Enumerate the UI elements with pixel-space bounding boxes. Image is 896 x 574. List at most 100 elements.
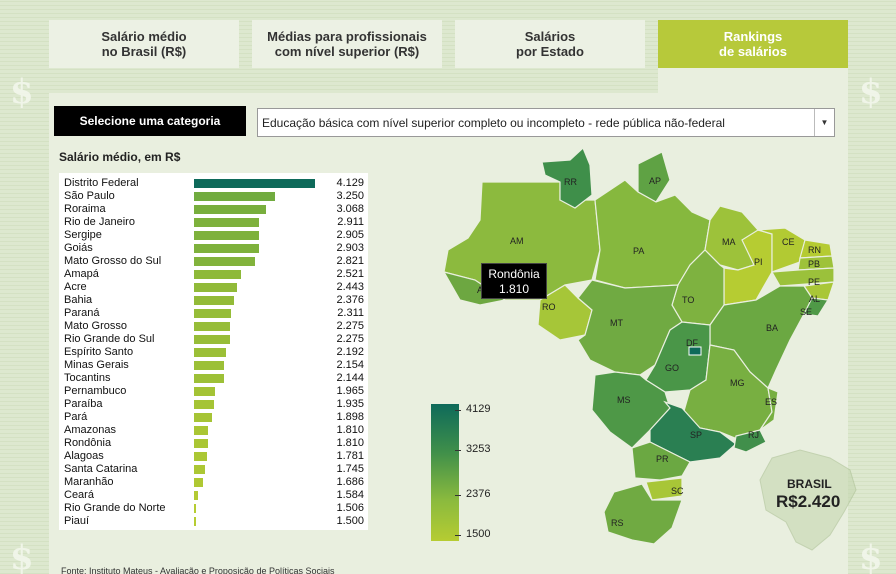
ranking-row[interactable]: Pará 1.898 bbox=[59, 410, 368, 423]
state-label-go: GO bbox=[665, 363, 679, 373]
state-rj[interactable] bbox=[733, 429, 767, 453]
tooltip-value: 1.810 bbox=[498, 282, 530, 296]
ranking-state-name: Espírito Santo bbox=[64, 346, 134, 358]
ranking-row[interactable]: Minas Gerais 2.154 bbox=[59, 358, 368, 371]
state-sp[interactable] bbox=[649, 400, 737, 463]
brasil-label: BRASIL bbox=[787, 477, 832, 491]
ranking-row[interactable]: Sergipe 2.905 bbox=[59, 228, 368, 241]
ranking-row[interactable]: Maranhão 1.686 bbox=[59, 475, 368, 488]
state-pr[interactable] bbox=[631, 441, 691, 481]
ranking-bar bbox=[194, 374, 224, 383]
ranking-row[interactable]: Santa Catarina 1.745 bbox=[59, 462, 368, 475]
ranking-value: 2.521 bbox=[336, 268, 364, 280]
ranking-value: 1.500 bbox=[336, 515, 364, 527]
tab-rankings[interactable]: Rankings de salários bbox=[658, 20, 848, 68]
ranking-value: 2.275 bbox=[336, 320, 364, 332]
category-label: Selecione uma categoria bbox=[54, 106, 246, 136]
state-label-pi: PI bbox=[754, 257, 763, 267]
ranking-bar bbox=[194, 504, 196, 513]
ranking-value: 1.810 bbox=[336, 424, 364, 436]
ranking-value: 3.068 bbox=[336, 203, 364, 215]
left-decoration: $ $ bbox=[0, 60, 50, 574]
state-pe[interactable] bbox=[771, 267, 835, 287]
active-tab-connector bbox=[658, 68, 848, 93]
ranking-row[interactable]: Alagoas 1.781 bbox=[59, 449, 368, 462]
state-sc[interactable] bbox=[645, 477, 683, 501]
ranking-row[interactable]: Pernambuco 1.965 bbox=[59, 384, 368, 397]
scale-tick-mark bbox=[455, 535, 461, 536]
ranking-row[interactable]: Acre 2.443 bbox=[59, 280, 368, 293]
tab-bar: Salário médio no Brasil (R$) Médias para… bbox=[49, 20, 849, 68]
dollar-icon: $ bbox=[859, 538, 883, 574]
ranking-state-name: Pará bbox=[64, 411, 88, 423]
scale-tick-mark bbox=[455, 410, 461, 411]
ranking-list: Distrito Federal 4.129 São Paulo 3.250 Rorai… bbox=[59, 173, 368, 530]
ranking-state-name: Rondônia bbox=[64, 437, 112, 449]
ranking-value: 1.965 bbox=[336, 385, 364, 397]
scale-label-min: 1500 bbox=[466, 528, 491, 540]
ranking-value: 1.506 bbox=[336, 502, 364, 514]
ranking-row[interactable]: Roraima 3.068 bbox=[59, 202, 368, 215]
ranking-row[interactable]: Mato Grosso 2.275 bbox=[59, 319, 368, 332]
ranking-row[interactable]: Rondônia 1.810 bbox=[59, 436, 368, 449]
ranking-value: 4.129 bbox=[336, 177, 364, 189]
category-select[interactable]: Educação básica com nível superior compl… bbox=[257, 108, 835, 137]
state-label-am: AM bbox=[510, 236, 524, 246]
ranking-state-name: Rio Grande do Sul bbox=[64, 333, 155, 345]
ranking-state-name: Roraima bbox=[64, 203, 106, 215]
ranking-row[interactable]: São Paulo 3.250 bbox=[59, 189, 368, 202]
ranking-bar bbox=[194, 296, 235, 305]
ranking-row[interactable]: Rio Grande do Norte 1.506 bbox=[59, 501, 368, 514]
tab-medias-nivel-superior[interactable]: Médias para profissionais com nível supe… bbox=[252, 20, 442, 68]
ranking-row[interactable]: Bahia 2.376 bbox=[59, 293, 368, 306]
state-label-sp: SP bbox=[690, 430, 702, 440]
ranking-row[interactable]: Ceará 1.584 bbox=[59, 488, 368, 501]
ranking-value: 1.745 bbox=[336, 463, 364, 475]
state-label-es: ES bbox=[765, 397, 777, 407]
state-es[interactable] bbox=[759, 387, 779, 431]
state-label-pb: PB bbox=[808, 259, 820, 269]
ranking-row[interactable]: Tocantins 2.144 bbox=[59, 371, 368, 384]
ranking-state-name: Amazonas bbox=[64, 424, 116, 436]
ranking-bar bbox=[194, 231, 259, 240]
ranking-row[interactable]: Espírito Santo 2.192 bbox=[59, 345, 368, 358]
ranking-row[interactable]: Paraíba 1.935 bbox=[59, 397, 368, 410]
tab-label: Rankings de salários bbox=[719, 29, 787, 59]
ranking-bar bbox=[194, 322, 230, 331]
scale-label: 2376 bbox=[466, 488, 491, 500]
ranking-state-name: Alagoas bbox=[64, 450, 104, 462]
ranking-value: 1.810 bbox=[336, 437, 364, 449]
state-rr[interactable] bbox=[541, 146, 593, 209]
tooltip-state: Rondônia bbox=[488, 267, 540, 281]
ranking-bar bbox=[194, 400, 215, 409]
ranking-row[interactable]: Distrito Federal 4.129 bbox=[59, 176, 368, 189]
ranking-row[interactable]: Mato Grosso do Sul 2.821 bbox=[59, 254, 368, 267]
ranking-row[interactable]: Amazonas 1.810 bbox=[59, 423, 368, 436]
ranking-value: 2.192 bbox=[336, 346, 364, 358]
state-label-al: AL bbox=[809, 294, 820, 304]
tab-label: Salário médio no Brasil (R$) bbox=[101, 29, 187, 59]
state-df[interactable] bbox=[688, 346, 702, 356]
state-rs[interactable] bbox=[603, 483, 683, 545]
category-selected-value: Educação básica com nível superior compl… bbox=[262, 115, 725, 130]
ranking-state-name: Maranhão bbox=[64, 476, 114, 488]
ranking-row[interactable]: Piauí 1.500 bbox=[59, 514, 368, 527]
state-label-mt: MT bbox=[610, 318, 623, 328]
state-label-mg: MG bbox=[730, 378, 745, 388]
ranking-row[interactable]: Paraná 2.311 bbox=[59, 306, 368, 319]
ranking-row[interactable]: Rio de Janeiro 2.911 bbox=[59, 215, 368, 228]
ranking-row[interactable]: Goiás 2.903 bbox=[59, 241, 368, 254]
ranking-row[interactable]: Rio Grande do Sul 2.275 bbox=[59, 332, 368, 345]
ranking-bar bbox=[194, 335, 230, 344]
chevron-down-icon[interactable]: ▼ bbox=[814, 109, 834, 136]
tab-salario-medio[interactable]: Salário médio no Brasil (R$) bbox=[49, 20, 239, 68]
state-label-se: SE bbox=[800, 307, 812, 317]
dollar-icon: $ bbox=[10, 538, 34, 574]
state-ap[interactable] bbox=[637, 151, 671, 203]
ranking-state-name: Pernambuco bbox=[64, 385, 127, 397]
ranking-bar bbox=[194, 361, 225, 370]
ranking-row[interactable]: Amapá 2.521 bbox=[59, 267, 368, 280]
ranking-state-name: São Paulo bbox=[64, 190, 115, 202]
tab-salarios-estado[interactable]: Salários por Estado bbox=[455, 20, 645, 68]
ranking-state-name: Amapá bbox=[64, 268, 99, 280]
